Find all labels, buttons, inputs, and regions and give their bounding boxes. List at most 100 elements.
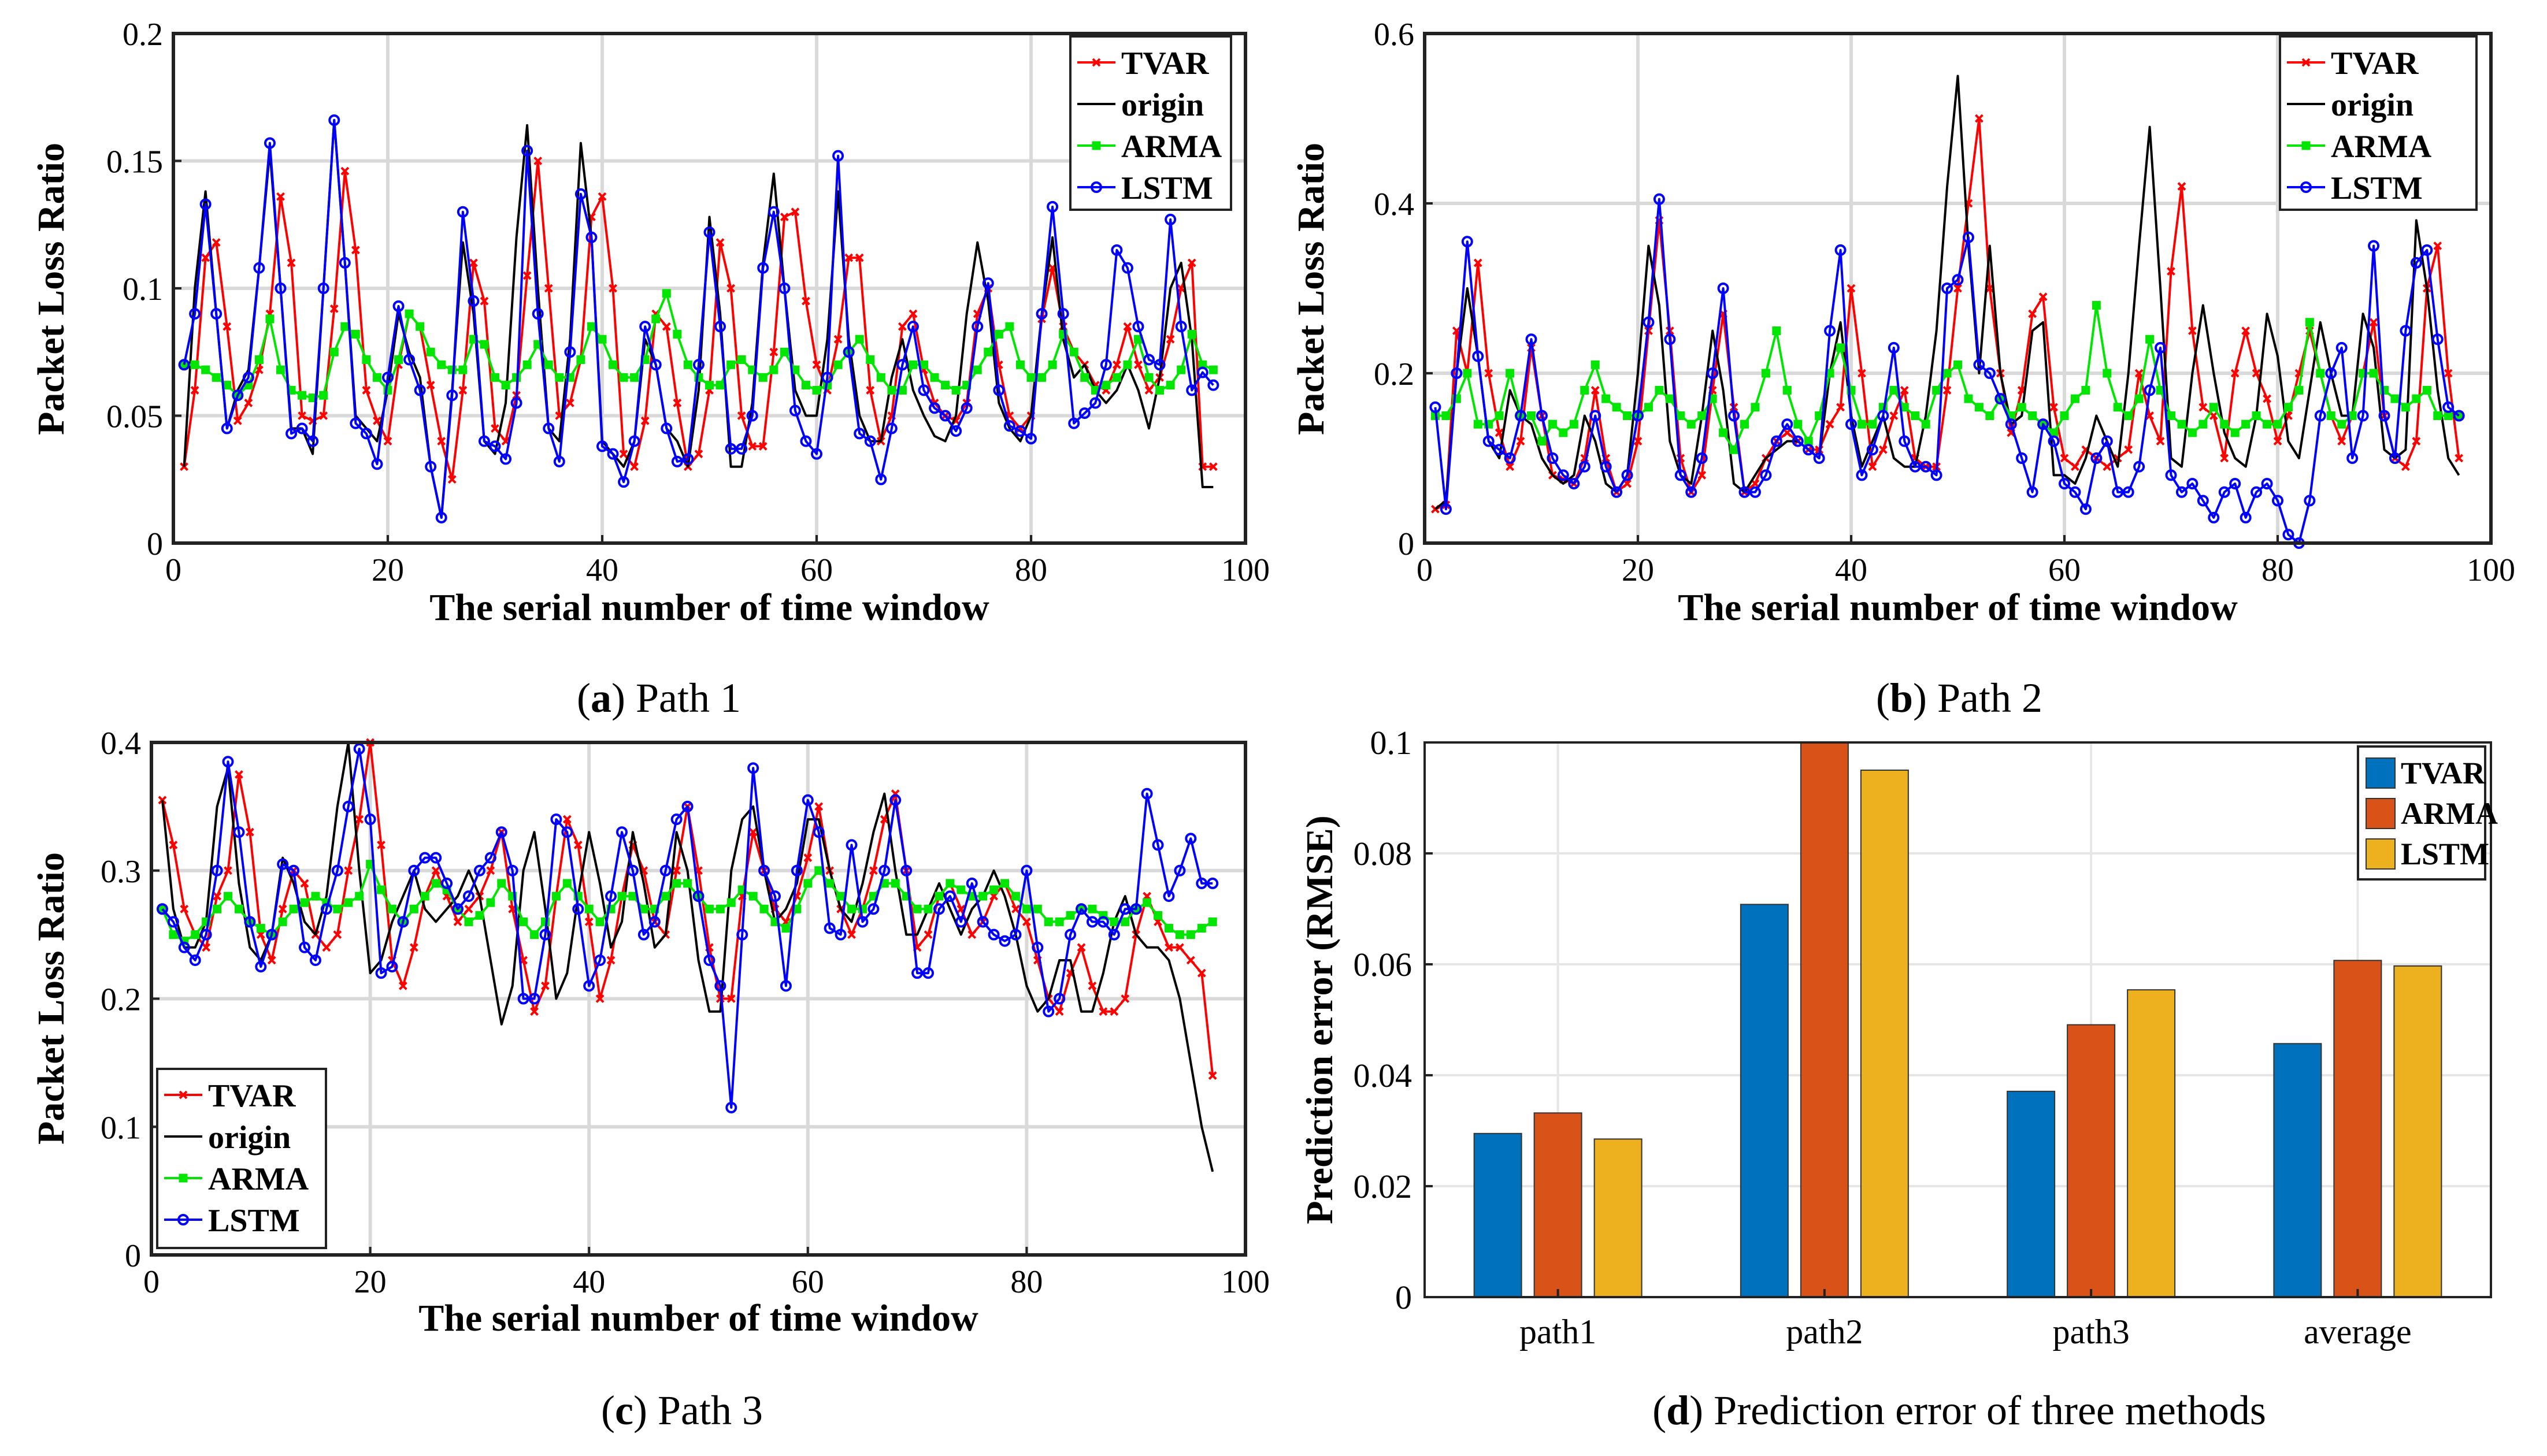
x-tick-label: path2	[1786, 1313, 1863, 1351]
data-point-38	[572, 903, 584, 915]
data-point-29	[491, 373, 499, 382]
y-tick-label: 0	[1398, 526, 1414, 562]
data-point-7	[233, 826, 245, 838]
data-point-92	[1165, 943, 1173, 952]
data-point-42	[616, 826, 628, 838]
data-point-29	[475, 911, 484, 920]
data-point-67	[2144, 384, 2156, 396]
data-point-5	[233, 416, 242, 425]
data-point-57	[2037, 418, 2049, 430]
y-axis-label: Packet Loss Ratio	[30, 143, 72, 435]
data-point-85	[2337, 419, 2346, 429]
data-point-51	[726, 284, 736, 293]
data-point-55	[769, 365, 778, 374]
bar-group-average	[2273, 960, 2442, 1298]
data-point-legend	[179, 1090, 188, 1100]
data-point-12	[289, 904, 298, 913]
data-point-38	[573, 840, 583, 849]
data-point-65	[876, 373, 885, 382]
x-tick-label: 20	[1622, 552, 1654, 588]
data-point-3	[212, 373, 221, 382]
data-point-31	[510, 397, 522, 409]
data-point-94	[1186, 956, 1195, 965]
data-point-22	[414, 384, 426, 396]
data-point-52	[1984, 367, 1996, 379]
data-point-89	[1134, 360, 1143, 369]
data-point-46	[673, 399, 682, 407]
data-point-46	[1920, 460, 1932, 473]
data-point-92	[1165, 213, 1177, 225]
data-point-88	[2369, 369, 2378, 378]
data-point-72	[951, 385, 961, 395]
x-tick-label: 100	[1221, 552, 1270, 588]
data-point-24	[1686, 419, 1696, 429]
y-tick-label: 0.02	[1354, 1168, 1412, 1205]
data-point-30	[484, 852, 496, 864]
data-point-61	[2079, 503, 2092, 515]
data-point-1	[167, 916, 179, 928]
data-point-94	[1187, 329, 1196, 339]
data-point-18	[1623, 411, 1632, 420]
caption-paren: )	[611, 675, 636, 721]
data-point-48	[683, 879, 692, 888]
data-point-73	[956, 885, 966, 894]
data-point-31	[495, 826, 507, 838]
x-tick-label: path1	[1519, 1313, 1596, 1351]
data-point-80	[2283, 403, 2293, 412]
data-point-87	[1111, 244, 1123, 256]
data-point-64	[2113, 403, 2122, 412]
data-point-74	[972, 321, 984, 333]
data-point-65	[875, 473, 887, 485]
data-point-25	[447, 365, 457, 374]
legend-label: ARMA	[208, 1161, 309, 1197]
bar-arma-path2	[1800, 742, 1849, 1298]
data-point-52	[725, 1101, 737, 1113]
data-point-63	[855, 253, 864, 262]
x-tick-label: 100	[1221, 1264, 1270, 1300]
data-point-19	[382, 372, 394, 384]
data-point-54	[748, 827, 758, 837]
data-point-65	[869, 866, 878, 875]
plot-frame	[1423, 741, 2492, 1298]
data-point-11	[278, 917, 287, 926]
data-point-70	[924, 904, 933, 913]
data-point-71	[933, 903, 945, 915]
y-tick-label: 0.04	[1354, 1057, 1412, 1094]
data-point-79	[1025, 433, 1037, 445]
legend-label: ARMA	[1121, 129, 1222, 165]
data-point-20	[394, 355, 403, 364]
data-point-21	[405, 309, 414, 318]
data-point-18	[1621, 469, 1633, 481]
data-point-3	[191, 930, 200, 939]
data-point-6	[244, 399, 253, 407]
data-point-39	[596, 440, 608, 452]
data-point-84	[1080, 373, 1089, 382]
data-point-76	[994, 329, 1003, 339]
data-point-93	[1175, 930, 1184, 939]
data-point-17	[1611, 486, 1623, 498]
x-tick-label: 40	[586, 552, 618, 588]
data-point-14	[1578, 460, 1591, 473]
data-point-52	[737, 355, 746, 364]
y-axis-label: Prediction error (RMSE)	[1299, 815, 1341, 1224]
data-point-29	[473, 864, 485, 876]
legend-entry-tvar: TVAR	[2287, 46, 2419, 81]
data-point-14	[1580, 385, 1589, 395]
data-point-91	[1152, 839, 1164, 851]
data-point-31	[1761, 369, 1770, 378]
data-point-74	[2220, 419, 2229, 429]
data-point-26	[441, 877, 453, 889]
data-point-43	[1889, 411, 1899, 420]
data-point-64	[857, 916, 869, 928]
data-point-13	[319, 411, 328, 420]
data-point-38	[1836, 343, 1845, 352]
data-point-29	[1738, 486, 1751, 498]
data-point-27	[453, 918, 462, 926]
data-point-9	[276, 365, 285, 374]
legend-swatch	[2366, 757, 2396, 789]
data-point-63	[855, 335, 864, 344]
data-point-14	[329, 304, 339, 313]
data-point-legend	[2301, 58, 2311, 67]
data-point-18	[372, 373, 381, 382]
data-point-39	[583, 980, 595, 992]
